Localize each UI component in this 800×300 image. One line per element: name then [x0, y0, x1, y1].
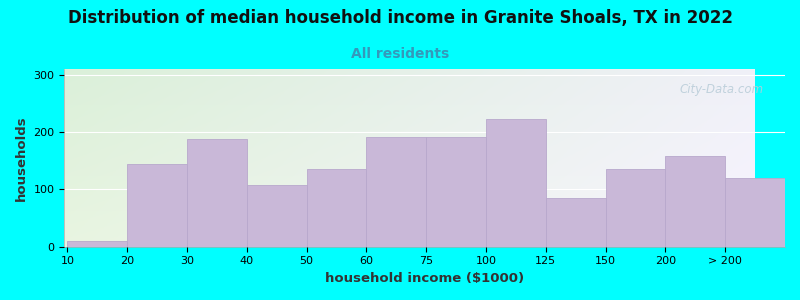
- Text: Distribution of median household income in Granite Shoals, TX in 2022: Distribution of median household income …: [67, 9, 733, 27]
- Bar: [666, 156, 725, 247]
- Bar: [725, 178, 785, 247]
- Bar: [366, 136, 426, 247]
- Bar: [246, 185, 306, 247]
- Bar: [546, 198, 606, 247]
- Bar: [306, 169, 366, 247]
- Bar: [67, 241, 127, 247]
- Y-axis label: households: households: [15, 115, 28, 201]
- Bar: [606, 169, 666, 247]
- Text: City-Data.com: City-Data.com: [679, 83, 763, 96]
- Bar: [187, 139, 246, 247]
- Bar: [127, 164, 187, 247]
- Bar: [426, 136, 486, 247]
- Text: All residents: All residents: [351, 46, 449, 61]
- X-axis label: household income ($1000): household income ($1000): [325, 272, 524, 285]
- Bar: [486, 119, 546, 247]
